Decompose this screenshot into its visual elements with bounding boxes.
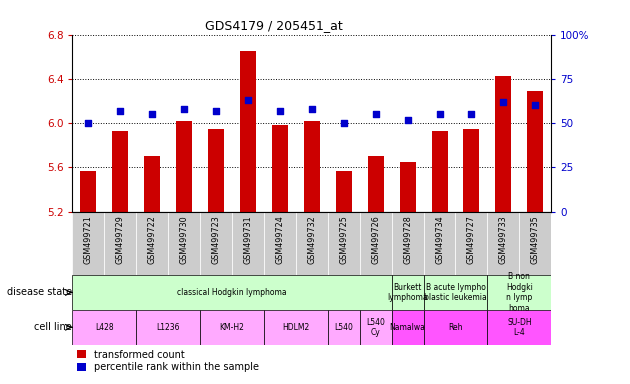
Bar bbox=[176, 121, 192, 212]
Bar bbox=[455, 212, 488, 275]
Bar bbox=[392, 212, 423, 275]
Bar bbox=[392, 275, 423, 310]
Text: disease state: disease state bbox=[7, 288, 72, 298]
Bar bbox=[72, 212, 105, 275]
Point bbox=[275, 108, 285, 114]
Text: KM-H2: KM-H2 bbox=[220, 323, 244, 332]
Bar bbox=[495, 76, 512, 212]
Bar bbox=[81, 171, 96, 212]
Bar bbox=[136, 310, 200, 345]
Bar bbox=[200, 212, 232, 275]
Text: GSM499724: GSM499724 bbox=[275, 215, 284, 264]
Text: L540: L540 bbox=[335, 323, 353, 332]
Point bbox=[370, 111, 381, 118]
Bar bbox=[360, 212, 392, 275]
Bar bbox=[264, 212, 296, 275]
Bar bbox=[527, 91, 543, 212]
Point bbox=[179, 106, 189, 112]
Bar bbox=[296, 212, 328, 275]
Point bbox=[83, 120, 93, 126]
Bar bbox=[328, 310, 360, 345]
Point bbox=[307, 106, 317, 112]
Point bbox=[435, 111, 445, 118]
Bar bbox=[200, 310, 264, 345]
Point bbox=[403, 117, 413, 123]
Bar bbox=[519, 212, 551, 275]
Point bbox=[211, 108, 221, 114]
Text: GSM499730: GSM499730 bbox=[180, 215, 188, 263]
Bar bbox=[144, 156, 160, 212]
Bar bbox=[464, 129, 479, 212]
Bar bbox=[72, 310, 136, 345]
Text: GSM499728: GSM499728 bbox=[403, 215, 412, 264]
Bar bbox=[399, 162, 416, 212]
Text: GSM499723: GSM499723 bbox=[212, 215, 220, 264]
Text: GSM499727: GSM499727 bbox=[467, 215, 476, 264]
Text: Namalwa: Namalwa bbox=[390, 323, 425, 332]
Text: GSM499721: GSM499721 bbox=[84, 215, 93, 264]
Text: cell line: cell line bbox=[34, 322, 72, 332]
Point bbox=[243, 97, 253, 103]
Bar bbox=[105, 212, 136, 275]
Text: GSM499735: GSM499735 bbox=[531, 215, 540, 264]
Text: GSM499726: GSM499726 bbox=[371, 215, 380, 264]
Bar bbox=[423, 212, 455, 275]
Bar bbox=[328, 212, 360, 275]
Text: GSM499722: GSM499722 bbox=[148, 215, 157, 264]
Text: L540
Cy: L540 Cy bbox=[366, 318, 385, 337]
Bar bbox=[368, 156, 384, 212]
Bar bbox=[432, 131, 447, 212]
Text: GSM499725: GSM499725 bbox=[340, 215, 348, 264]
Point bbox=[530, 103, 541, 109]
Text: GSM499734: GSM499734 bbox=[435, 215, 444, 263]
Text: Burkett
lymphoma: Burkett lymphoma bbox=[387, 283, 428, 302]
Point bbox=[339, 120, 349, 126]
Bar bbox=[392, 310, 423, 345]
Bar bbox=[423, 310, 488, 345]
Point bbox=[147, 111, 158, 118]
Text: GSM499732: GSM499732 bbox=[307, 215, 316, 264]
Text: Reh: Reh bbox=[448, 323, 463, 332]
Text: classical Hodgkin lymphoma: classical Hodgkin lymphoma bbox=[177, 288, 287, 297]
Bar bbox=[488, 212, 519, 275]
Bar bbox=[336, 171, 352, 212]
Text: L1236: L1236 bbox=[156, 323, 180, 332]
Bar bbox=[488, 310, 551, 345]
Bar bbox=[208, 129, 224, 212]
Text: B non
Hodgki
n lymp
homa: B non Hodgki n lymp homa bbox=[506, 272, 533, 313]
Bar bbox=[72, 275, 392, 310]
Bar bbox=[272, 126, 288, 212]
Point bbox=[466, 111, 476, 118]
Text: L428: L428 bbox=[95, 323, 113, 332]
Bar bbox=[488, 275, 551, 310]
Text: GSM499729: GSM499729 bbox=[116, 215, 125, 264]
Text: HDLM2: HDLM2 bbox=[282, 323, 309, 332]
Title: GDS4179 / 205451_at: GDS4179 / 205451_at bbox=[205, 19, 343, 32]
Bar bbox=[423, 275, 488, 310]
Bar bbox=[232, 212, 264, 275]
Bar bbox=[264, 310, 328, 345]
Bar bbox=[112, 131, 129, 212]
Bar bbox=[168, 212, 200, 275]
Bar bbox=[360, 310, 392, 345]
Text: GSM499731: GSM499731 bbox=[244, 215, 253, 263]
Point bbox=[498, 99, 508, 105]
Bar bbox=[240, 51, 256, 212]
Point bbox=[115, 108, 125, 114]
Bar bbox=[136, 212, 168, 275]
Text: GSM499733: GSM499733 bbox=[499, 215, 508, 263]
Bar bbox=[304, 121, 320, 212]
Legend: transformed count, percentile rank within the sample: transformed count, percentile rank withi… bbox=[77, 349, 259, 372]
Text: B acute lympho
blastic leukemia: B acute lympho blastic leukemia bbox=[424, 283, 487, 302]
Text: SU-DH
L-4: SU-DH L-4 bbox=[507, 318, 532, 337]
